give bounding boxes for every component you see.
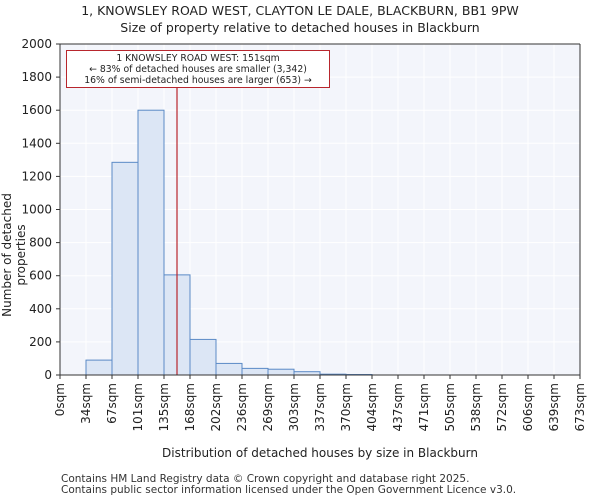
histogram-bar <box>215 362 243 376</box>
x-tick-label: 0sqm <box>53 383 67 416</box>
histogram-bar <box>241 367 269 376</box>
x-tick-label: 303sqm <box>287 383 301 431</box>
y-axis-label: Number of detached properties <box>0 193 28 317</box>
x-tick-label: 337sqm <box>313 383 327 431</box>
y-tick-label: 800 <box>29 236 52 250</box>
y-tick-label: 200 <box>29 335 52 349</box>
annotation-line-3: 16% of semi-detached houses are larger (… <box>84 75 312 86</box>
x-tick-label: 67sqm <box>105 383 119 424</box>
y-tick-label: 1200 <box>21 169 52 183</box>
x-tick-label: 505sqm <box>443 383 457 431</box>
x-tick-label: 404sqm <box>365 383 379 431</box>
y-tick-label: 1600 <box>21 103 52 117</box>
x-tick-label: 236sqm <box>235 383 249 431</box>
chart-title: 1, KNOWSLEY ROAD WEST, CLAYTON LE DALE, … <box>81 3 519 18</box>
histogram-bar <box>189 338 217 376</box>
x-tick-label: 202sqm <box>209 383 223 431</box>
histogram-bar <box>111 161 139 376</box>
x-tick-label: 673sqm <box>573 383 587 431</box>
chart-subtitle: Size of property relative to detached ho… <box>120 20 480 35</box>
histogram-bar <box>137 109 165 376</box>
y-tick-label: 1400 <box>21 136 52 150</box>
annotation-line-2: ← 83% of detached houses are smaller (3,… <box>89 64 307 75</box>
x-tick-label: 471sqm <box>417 383 431 431</box>
x-tick-label: 437sqm <box>391 383 405 431</box>
x-tick-label: 135sqm <box>157 383 171 431</box>
annotation-line-1: 1 KNOWSLEY ROAD WEST: 151sqm <box>116 53 280 64</box>
y-tick-label: 400 <box>29 302 52 316</box>
x-tick-label: 572sqm <box>495 383 509 431</box>
x-tick-label: 639sqm <box>547 383 561 431</box>
property-annotation-box: 1 KNOWSLEY ROAD WEST: 151sqm ← 83% of de… <box>66 50 330 88</box>
histogram-bar <box>267 368 295 376</box>
x-tick-label: 370sqm <box>339 383 353 431</box>
y-tick-label: 0 <box>44 368 52 382</box>
x-tick-label: 606sqm <box>521 383 535 431</box>
footer-line-1: Contains HM Land Registry data © Crown c… <box>61 473 470 485</box>
x-axis-label: Distribution of detached houses by size … <box>162 446 478 460</box>
x-tick-label: 269sqm <box>261 383 275 431</box>
x-tick-label: 538sqm <box>469 383 483 431</box>
footer-line-2: Contains public sector information licen… <box>61 484 517 496</box>
y-tick-label: 1000 <box>21 203 52 217</box>
histogram-bar <box>85 359 113 376</box>
x-tick-label: 168sqm <box>183 383 197 431</box>
y-tick-label: 600 <box>29 269 52 283</box>
y-tick-label: 2000 <box>21 37 52 51</box>
x-tick-label: 34sqm <box>79 383 93 424</box>
x-tick-label: 101sqm <box>131 383 145 431</box>
y-tick-label: 1800 <box>21 70 52 84</box>
